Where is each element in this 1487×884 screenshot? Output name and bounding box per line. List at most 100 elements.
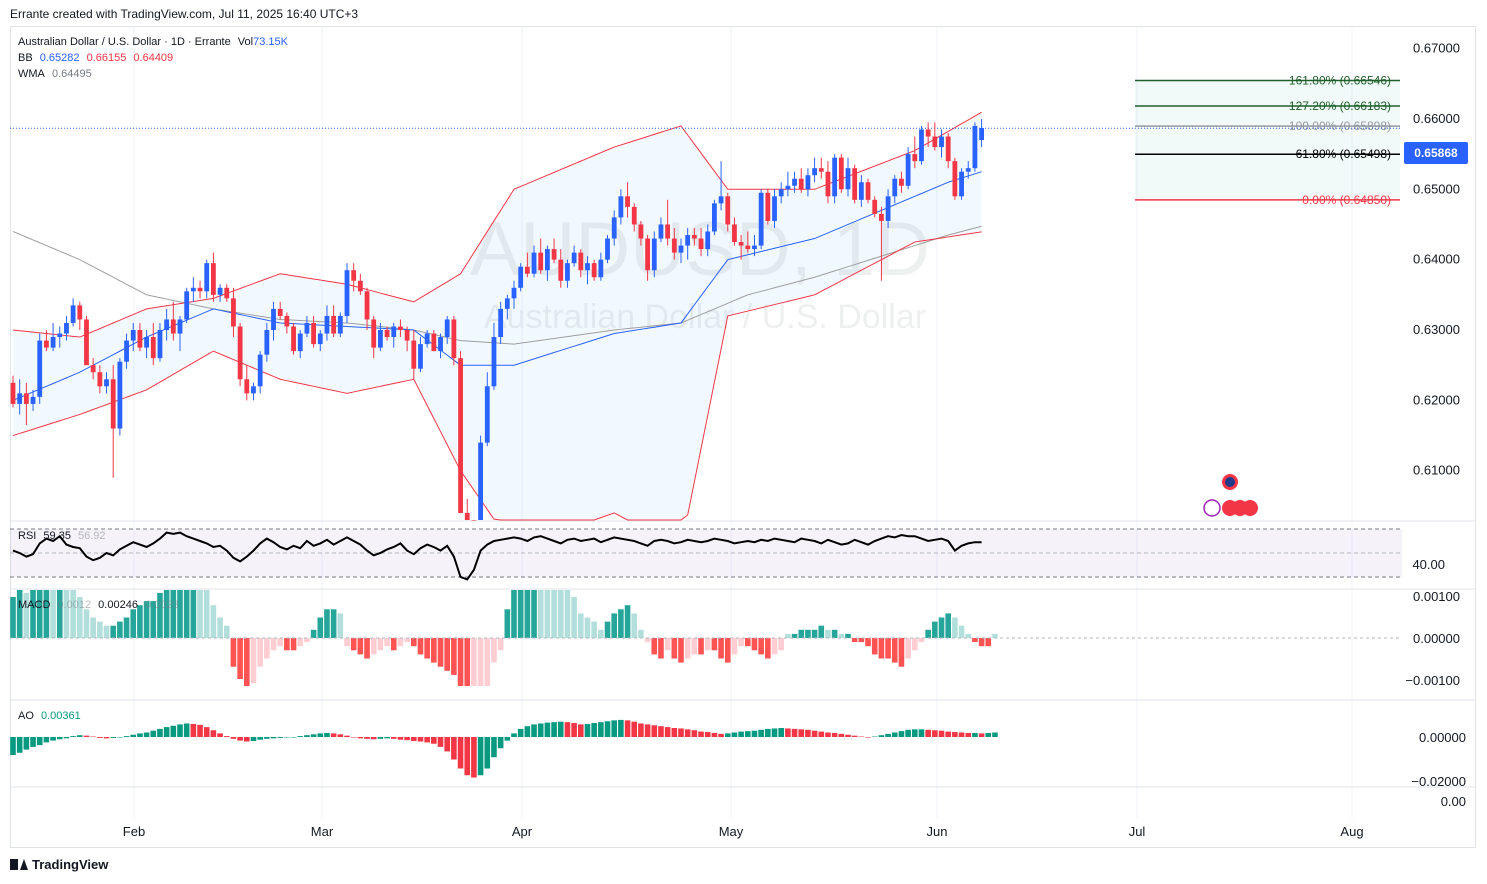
chart-frame[interactable] (10, 26, 1476, 848)
ao-bar-57 (390, 737, 397, 739)
candle-body-95 (645, 238, 650, 271)
ao-bar-120 (811, 730, 818, 737)
candle-body-5 (44, 340, 49, 348)
ao-bar-105 (711, 732, 718, 737)
ao-bar-119 (805, 729, 811, 737)
candle-body-66 (451, 319, 457, 359)
lightning-icon (1203, 499, 1221, 517)
news-icons[interactable] (1203, 474, 1258, 517)
ao-bar-58 (397, 737, 404, 740)
candle-body-13 (97, 372, 103, 387)
ao-bar-145 (978, 733, 985, 737)
legend-wma[interactable]: WMA 0.64495 (18, 66, 96, 82)
ao-bar-1 (16, 737, 23, 753)
candle-body-101 (685, 235, 691, 246)
ao-bar-99 (671, 728, 678, 737)
candle-body-11 (84, 319, 89, 366)
legend-ao[interactable]: AO 0.00361 (18, 708, 85, 724)
macd-bar-95 (644, 638, 651, 643)
legend-bb-upper: 0.66155 (86, 52, 127, 64)
legend-vol-value: 73.15K (253, 36, 288, 48)
ao-bar-142 (958, 732, 965, 737)
candle-body-0 (10, 382, 16, 404)
macd-bar-57 (390, 638, 397, 651)
ao-bar-52 (357, 737, 364, 739)
rsi-axis-tick: 40.00 (1412, 557, 1445, 572)
macd-bar-21 (150, 601, 157, 638)
macd-bar-77 (524, 590, 531, 638)
candle-body-143 (965, 168, 971, 172)
macd-bar-119 (805, 629, 811, 638)
ao-bar-108 (731, 732, 738, 737)
ao-bar-136 (918, 729, 925, 737)
candle-body-117 (792, 178, 797, 186)
ao-bar-6 (50, 737, 56, 741)
candle-body-65 (444, 319, 450, 338)
ao-bar-25 (177, 724, 183, 737)
candle-body-123 (832, 157, 838, 197)
ao-bar-9 (70, 736, 76, 737)
macd-pane (10, 590, 1402, 686)
macd-bar-131 (885, 638, 891, 659)
candle-body-109 (738, 242, 744, 246)
candle-body-88 (598, 259, 604, 278)
ao-bar-141 (952, 732, 958, 737)
ao-bar-8 (63, 737, 70, 739)
ao-bar-13 (97, 737, 103, 738)
macd-bar-49 (337, 613, 344, 638)
ao-bar-114 (771, 728, 778, 737)
macd-bar-86 (584, 617, 591, 638)
candle-body-128 (865, 182, 871, 200)
macd-bar-65 (444, 638, 450, 671)
macd-bar-44 (304, 638, 310, 643)
bb-upper-line (12, 111, 982, 338)
candle-body-49 (337, 315, 343, 334)
macd-bar-80 (544, 590, 551, 638)
macd-bar-90 (611, 613, 617, 638)
tradingview-footer[interactable]: TradingView (10, 857, 108, 872)
legend-rsi[interactable]: RSI 59.35 56.92 (18, 528, 110, 544)
legend-macd-line: 0.00246 (98, 599, 138, 611)
ao-bar-45 (310, 734, 317, 737)
macd-bar-144 (972, 638, 978, 643)
macd-bar-67 (457, 638, 464, 686)
macd-bar-40 (277, 638, 283, 647)
ao-bar-124 (838, 733, 845, 737)
macd-bar-7 (56, 590, 63, 638)
ao-bar-72 (491, 737, 497, 758)
macd-bar-87 (591, 621, 597, 638)
ao-bar-70 (477, 737, 484, 776)
ao-bar-14 (103, 737, 110, 739)
fib-label-4: 0.00% (0.64850) (1302, 193, 1391, 207)
legend-macd[interactable]: MACD 0.0012 0.00246 0.0023 (18, 597, 183, 613)
macd-bar-114 (771, 638, 778, 655)
price-tick-5: 0.62000 (1413, 392, 1460, 407)
candle-body-96 (651, 238, 657, 271)
candle-body-35 (244, 379, 250, 394)
legend-bb[interactable]: BB 0.65282 0.66155 0.64409 (18, 50, 177, 66)
candle-body-42 (291, 326, 296, 352)
macd-bar-73 (497, 638, 504, 651)
macd-bar-117 (791, 633, 798, 638)
ao-bar-66 (451, 737, 457, 760)
macd-bar-96 (651, 638, 658, 655)
ao-bar-47 (324, 732, 330, 737)
candle-body-113 (765, 192, 771, 221)
legend-symbol-name: Australian Dollar / U.S. Dollar · 1D · E… (18, 36, 231, 48)
macd-bar-26 (183, 590, 190, 638)
price-pane: 161.80% (0.66546) 127.20% (0.66183) 100.00… (10, 27, 1476, 818)
macd-bar-20 (143, 601, 150, 638)
candle-body-12 (90, 365, 96, 373)
candle-body-91 (618, 196, 624, 218)
macd-bar-139 (938, 617, 945, 638)
candle-body-141 (952, 161, 958, 197)
macd-bar-140 (945, 613, 951, 638)
macd-bar-31 (217, 617, 223, 638)
macd-bar-30 (210, 605, 217, 638)
ao-bar-101 (684, 729, 691, 737)
macd-axis-tick-0: 0.00100 (1413, 589, 1460, 604)
legend-rsi-label: RSI (18, 530, 37, 542)
ao-bar-134 (905, 729, 911, 737)
macd-bar-79 (537, 590, 544, 638)
